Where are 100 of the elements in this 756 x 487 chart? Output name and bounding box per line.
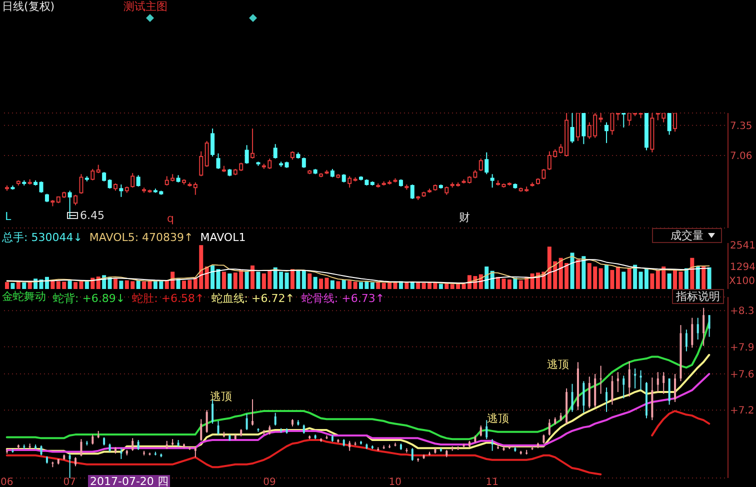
bar [598, 268, 603, 289]
bar [404, 282, 409, 289]
candlestick [206, 410, 208, 434]
annotation: 指标说明 [672, 289, 724, 304]
candlestick [199, 150, 204, 177]
y-tick-label: +8.3 [730, 306, 754, 318]
candlestick [691, 317, 694, 348]
y-tick-label: 2541 [730, 240, 756, 252]
bar [507, 279, 512, 289]
bar [256, 272, 260, 289]
bar [393, 282, 398, 289]
bar [119, 280, 124, 289]
bar [604, 264, 609, 289]
bar [244, 270, 249, 289]
candlestick [582, 380, 585, 414]
annotation: q [167, 212, 174, 225]
candlestick [486, 420, 488, 440]
bar [576, 260, 580, 289]
candlestick [582, 113, 586, 145]
candlestick [252, 398, 254, 426]
candlestick [490, 174, 494, 188]
annotation: L [5, 210, 12, 223]
bar [302, 270, 306, 289]
bar [696, 266, 700, 289]
candlestick [130, 172, 135, 188]
bar [284, 272, 289, 289]
line-series [6, 354, 710, 455]
bar [113, 278, 118, 289]
candlestick [74, 194, 78, 206]
candlestick [132, 438, 134, 452]
candlestick [410, 184, 414, 200]
bar [290, 269, 294, 289]
y-tick-label: 7.35 [730, 120, 752, 132]
candlestick [598, 113, 603, 123]
bar [68, 280, 72, 289]
y-tick-label: +7.2 [730, 406, 754, 417]
candlestick [137, 439, 140, 450]
bar [627, 268, 632, 289]
text: 蛇骨线: +6.73↑ [301, 292, 385, 305]
candlestick [79, 174, 84, 194]
candlestick [622, 375, 625, 399]
candlestick [702, 307, 705, 346]
bar [370, 282, 374, 289]
text: 蛇背: +6.89↓ [53, 292, 126, 305]
candlestick [273, 144, 278, 160]
bar [216, 269, 220, 289]
candlestick [200, 418, 202, 442]
bar [633, 264, 638, 289]
candlestick [194, 446, 196, 458]
y-tick-label: +7.6 [730, 369, 754, 380]
candlestick [571, 383, 574, 412]
annotation: 财 [459, 211, 470, 224]
bar [336, 281, 340, 289]
candlestick [478, 158, 483, 172]
bar [342, 280, 346, 289]
bar [228, 273, 232, 289]
bar [444, 283, 449, 289]
annotation: 6.45 [80, 209, 104, 222]
candlestick [80, 438, 82, 457]
candlestick [193, 182, 198, 196]
bar [690, 258, 694, 289]
candlestick [216, 152, 220, 170]
text: 总手: 530044↓ [2, 231, 82, 244]
annotation: 逃顶 [487, 412, 509, 425]
candlestick [348, 176, 352, 188]
text: 蛇血线: +6.72↑ [211, 292, 294, 305]
candlestick [673, 113, 678, 132]
text: MAVOL1 [200, 231, 246, 244]
bar [416, 282, 420, 289]
candlestick [542, 168, 546, 180]
bar [684, 268, 688, 289]
candlestick [484, 152, 489, 175]
text: 成交量 [652, 228, 722, 243]
bar [210, 265, 215, 289]
chart-subtitle: 测试主图 [124, 0, 168, 13]
candlestick [622, 113, 626, 128]
candlestick [244, 144, 249, 164]
bar [353, 282, 358, 289]
candlestick [274, 412, 276, 426]
bar [622, 272, 626, 289]
x-tick-label: 11 [486, 477, 499, 487]
bar [702, 266, 706, 289]
bar [348, 280, 352, 289]
candlestick [136, 174, 140, 188]
bar [707, 267, 712, 289]
x-tick-label: 06 [0, 477, 14, 487]
candlestick [668, 378, 670, 406]
candlestick [662, 372, 665, 394]
text: 蛇肚: +6.58↑ [132, 292, 204, 305]
candlestick [570, 113, 574, 144]
candlestick [656, 372, 659, 393]
bar [438, 284, 443, 289]
y-tick-label: 1294 [730, 262, 756, 274]
candlestick [90, 168, 95, 181]
annotation: 逃顶 [547, 358, 569, 371]
candlestick [628, 360, 630, 398]
candlestick [600, 365, 602, 394]
candlestick [210, 128, 215, 158]
bar [136, 280, 140, 289]
bar [10, 282, 15, 289]
